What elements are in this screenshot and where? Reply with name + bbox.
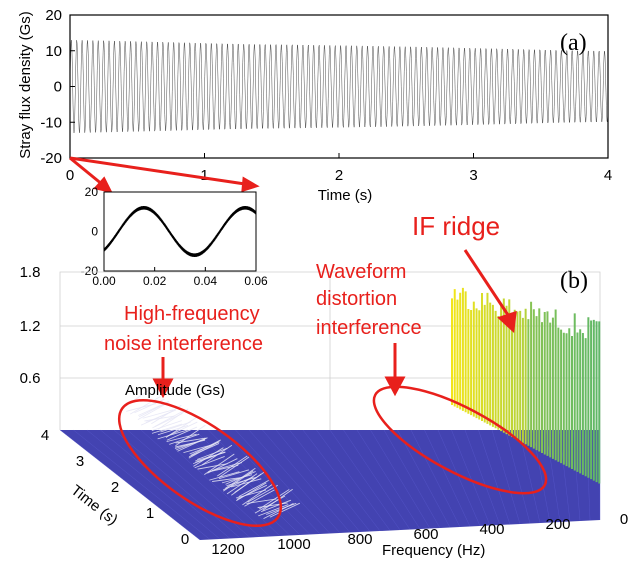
frequency-tick-label: 1000 (277, 536, 310, 553)
frequency-tick-label: 800 (347, 531, 372, 548)
panel-a-label: (a) (560, 30, 587, 56)
panel-b-amplitude-label: Amplitude (Gs) (125, 382, 225, 399)
annotation-hf-line1: High-frequency (124, 303, 260, 325)
inset-panel: 20 0 -20 0.00 0.02 0.04 0.06 (81, 185, 268, 288)
panel-a-x-label: Time (s) (318, 187, 372, 204)
panel-a-signal-trace (70, 40, 608, 133)
inset-x-tick-label: 0.02 (143, 274, 167, 288)
x-tick-label: 3 (469, 167, 477, 184)
frequency-tick-label: 400 (479, 521, 504, 538)
inset-x-tick-label: 0.04 (194, 274, 218, 288)
inset-x-tick-label: 0.00 (92, 274, 116, 288)
amplitude-tick-label: 1.2 (20, 318, 41, 335)
y-tick-label: 0 (54, 79, 62, 96)
panel-a-y-label: Stray flux density (Gs) (17, 11, 34, 159)
frequency-tick-label: 200 (545, 516, 570, 533)
inset-y-axis: 20 0 -20 (81, 185, 99, 278)
y-tick-label: -10 (40, 114, 62, 131)
time-tick-label: 3 (76, 453, 84, 470)
y-tick-label: 20 (45, 7, 62, 24)
x-tick-label: 2 (335, 167, 343, 184)
panel-b-label: (b) (560, 268, 588, 294)
inset-y-tick-label: 20 (85, 185, 99, 199)
panel-b-frequency-label: Frequency (Hz) (382, 542, 485, 559)
x-tick-label: 4 (604, 167, 612, 184)
panel-a: 20 10 0 -10 -20 0 1 2 3 4 Time (s) Stray flux de… (17, 7, 612, 204)
amplitude-tick-label: 0.6 (20, 370, 41, 387)
amplitude-tick-label: 1.8 (20, 264, 41, 281)
signal-trace (70, 40, 608, 133)
time-tick-label: 2 (111, 479, 119, 496)
x-tick-label: 1 (200, 167, 208, 184)
frequency-tick-label: 1200 (211, 541, 244, 558)
inset-y-tick-label: 0 (91, 225, 98, 239)
inset-x-tick-label: 0.06 (244, 274, 268, 288)
surface-floor (60, 430, 600, 540)
x-tick-label: 0 (66, 167, 74, 184)
annotation-wd-line2: distortion (316, 288, 397, 310)
annotation-if-ridge: IF ridge (412, 211, 500, 241)
inset-frame (104, 192, 256, 271)
annotation-hf-line2: noise interference (104, 333, 263, 355)
zoom-arrow-right-head (243, 179, 256, 190)
panel-b-amplitude-axis: 1.8 1.2 0.6 (20, 264, 41, 387)
time-tick-label: 0 (181, 531, 189, 548)
y-tick-label: 10 (45, 43, 62, 60)
frequency-tick-label: 0 (620, 511, 628, 528)
frequency-tick-label: 600 (413, 526, 438, 543)
y-tick-label: -20 (40, 150, 62, 167)
time-tick-label: 4 (41, 427, 49, 444)
wd-arrow-head (387, 378, 403, 393)
annotation-wd-line3: interference (316, 317, 422, 339)
time-tick-label: 1 (146, 505, 154, 522)
noise-fiber (138, 403, 168, 420)
annotation-wd-line1: Waveform (316, 261, 406, 283)
